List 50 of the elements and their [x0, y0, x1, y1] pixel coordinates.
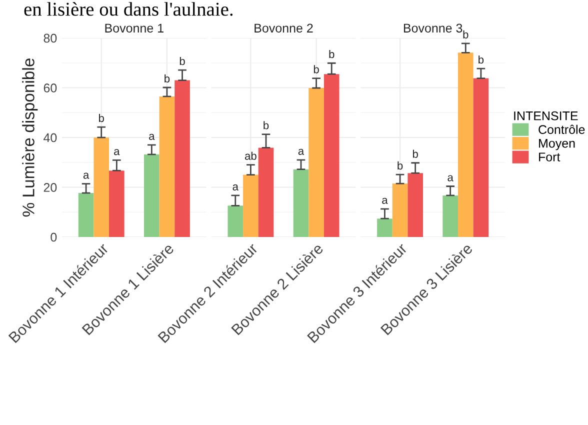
legend-label: Contrôle — [538, 124, 585, 134]
bar — [408, 173, 423, 237]
bar — [258, 148, 274, 237]
data-label: b — [264, 121, 269, 130]
data-label: b — [98, 114, 104, 122]
data-label: b — [314, 65, 319, 74]
text: en lisière ou dans l'aulnaie. — [24, 2, 233, 16]
data-label: a — [114, 149, 120, 156]
data-label: b — [329, 50, 334, 58]
data-label: b — [398, 161, 403, 170]
data-label: b — [180, 56, 185, 66]
bar — [78, 192, 94, 237]
data-label: b — [164, 74, 170, 83]
data-label: b — [412, 150, 418, 158]
bar — [308, 88, 324, 237]
bar — [109, 170, 124, 237]
bar — [392, 184, 408, 237]
y-tick-label: 80 — [44, 34, 57, 43]
legend-title: INTENSITE — [514, 111, 578, 120]
legend-label: Moyen — [539, 138, 575, 150]
y-axis-title: % Lumière disponible — [22, 58, 38, 217]
data-label: a — [149, 134, 155, 140]
data-label: b — [463, 30, 468, 38]
legend-label: Fort — [539, 152, 560, 162]
data-label: ab — [244, 152, 256, 160]
y-tick-label: 60 — [44, 84, 57, 92]
bar — [442, 195, 458, 237]
bar — [458, 52, 474, 237]
chart-title: Bovonne 3 — [404, 24, 462, 33]
y-tick-label: 40 — [44, 133, 57, 142]
bar — [174, 80, 190, 237]
bar — [94, 138, 110, 237]
data-label: a — [232, 184, 238, 190]
y-tick-label: 0 — [50, 232, 57, 242]
bar — [243, 174, 258, 237]
data-label: a — [448, 175, 454, 182]
data-label: b — [478, 55, 484, 64]
bar — [293, 169, 309, 237]
bar — [159, 96, 175, 237]
chart-title: Bovonne 2 — [254, 24, 313, 33]
bar — [144, 154, 160, 237]
data-label: a — [83, 172, 90, 179]
chart-title: Bovonne 1 — [105, 24, 164, 33]
data-label: a — [298, 148, 304, 155]
y-tick-label: 20 — [44, 183, 57, 192]
bar — [228, 206, 244, 237]
data-label: a — [382, 198, 388, 204]
bar — [377, 218, 392, 237]
bar — [324, 74, 340, 237]
bar — [473, 78, 489, 237]
